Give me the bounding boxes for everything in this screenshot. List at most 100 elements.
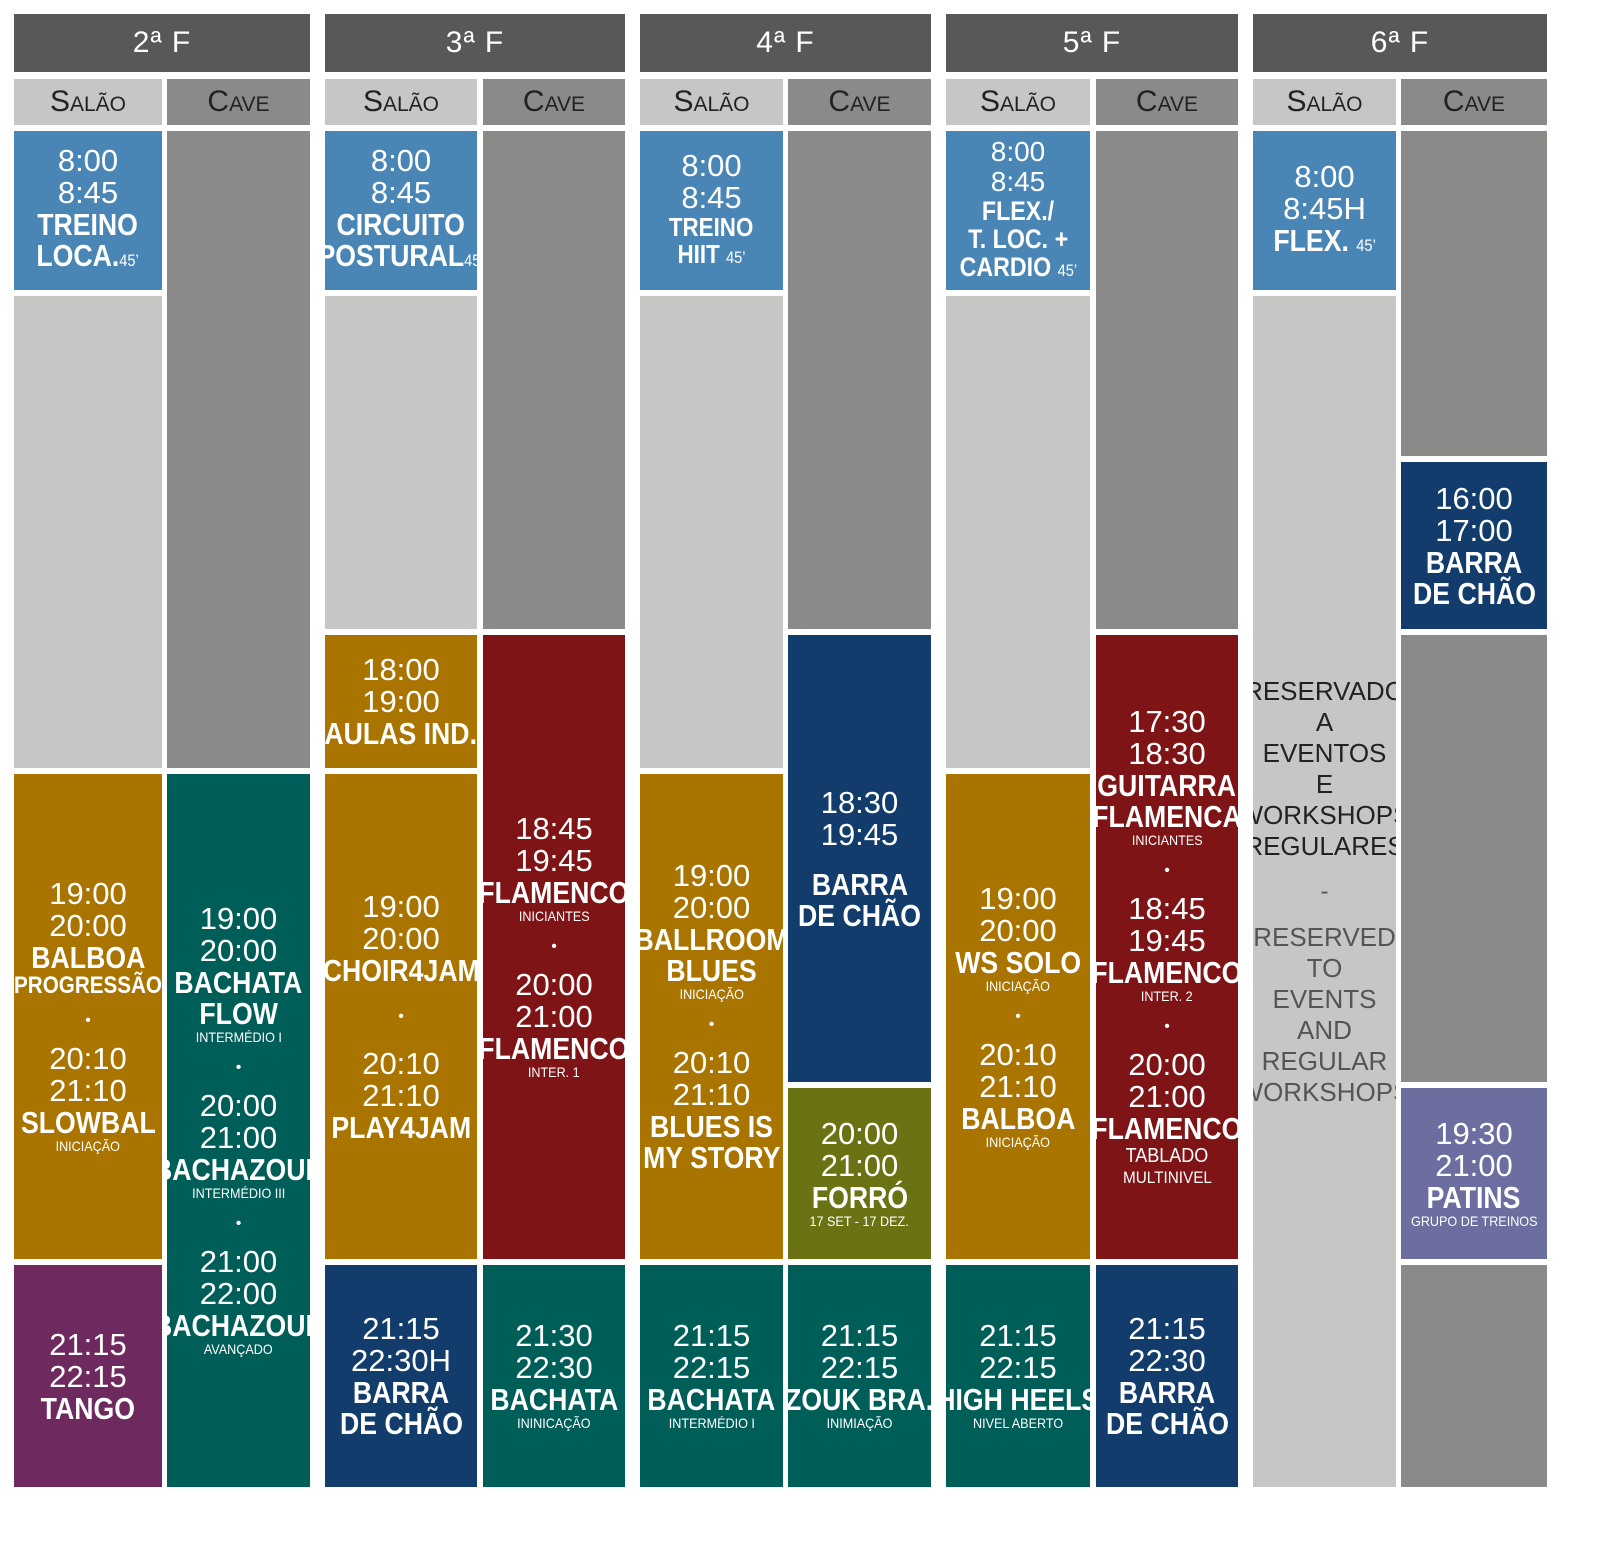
class-name: AULAS IND. [325, 716, 477, 751]
end-time: 21:10 [49, 1073, 127, 1108]
end-time: 8:45H [1283, 190, 1366, 226]
class-name: FLAMENCO [483, 875, 625, 910]
reserved-text-en: WORKSHOPS [1253, 1076, 1396, 1107]
separator-dot: • [708, 1016, 715, 1033]
class-level: INTER. 1 [528, 1064, 580, 1080]
class-block[interactable]: 19:00 20:00 WS SOLO INICIAÇÃO • 20:10 21… [946, 774, 1090, 1259]
class-name: TANGO [40, 1390, 136, 1426]
end-time: 20:00 [672, 890, 751, 925]
reserved-block: RESERVADO A EVENTOS E WORKSHOPS REGULARE… [1253, 296, 1396, 1487]
class-block[interactable]: 19:00 20:00 BALBOA PROGRESSÃO • 20:10 21… [14, 774, 162, 1259]
start-time: 18:45 [515, 811, 593, 846]
end-time: 21:10 [979, 1068, 1057, 1104]
class-name: DE CHÃO [1412, 575, 1536, 611]
class-name: BALLROOM [640, 922, 783, 957]
end-time: 8:45 [370, 175, 432, 210]
separator-dot: • [398, 1007, 404, 1025]
end-time: 22:15 [820, 1350, 899, 1385]
class-name: FLAMENCO [1096, 1111, 1238, 1146]
reserved-text-en: TO [1306, 952, 1343, 983]
class-name: T. LOC. + [967, 223, 1069, 254]
room-header-salao: Salão [1253, 79, 1396, 125]
class-block[interactable]: 21:15 22:15 ZOUK BRA. INIMIAÇÃO [788, 1265, 931, 1487]
class-name: FLEX./ [981, 195, 1055, 226]
class-name: FLEX. 45’ [1273, 225, 1375, 261]
class-name: PROGRESSÃO [14, 972, 162, 999]
class-block[interactable]: 19:00 20:00 CHOIR4JAM • 20:10 21:10 PLAY… [325, 774, 477, 1259]
class-block[interactable]: 21:15 22:30H BARRA DE CHÃO [325, 1265, 477, 1487]
class-name: BACHATA [647, 1382, 776, 1417]
class-level: INICIAÇÃO [679, 986, 744, 1002]
empty-slot [1401, 131, 1547, 456]
start-time: 8:00 [57, 143, 119, 178]
class-dates: 17 SET - 17 DEZ. [809, 1212, 910, 1229]
class-block[interactable]: 21:15 22:30 BARRA DE CHÃO [1096, 1265, 1238, 1487]
class-level: INICIANTES [518, 908, 590, 924]
duration: 45’ [119, 251, 140, 270]
separator-dot: • [85, 1012, 91, 1029]
class-block[interactable]: 21:30 22:30 BACHATA ININICAÇÃO [483, 1265, 625, 1487]
start-time: 21:15 [362, 1311, 440, 1346]
empty-slot [788, 131, 931, 629]
start-time: 21:15 [979, 1318, 1057, 1353]
start-time: 20:10 [362, 1045, 440, 1081]
end-time: 22:15 [672, 1350, 751, 1385]
class-block[interactable]: 8:00 8:45 TREINO HIIT 45’ [640, 131, 783, 290]
class-block[interactable]: 19:00 20:00 BACHATA FLOW INTERMÉDIO I • … [167, 774, 310, 1487]
end-time: 21:00 [1435, 1147, 1513, 1183]
class-level: TABLADO [1125, 1145, 1209, 1167]
class-block[interactable]: 17:30 18:30 GUITARRA FLAMENCA INICIANTES… [1096, 635, 1238, 1259]
class-name-text: CARDIO [959, 251, 1051, 282]
class-name: BLUES [666, 953, 757, 988]
class-level: INTERMÉDIO I [195, 1029, 282, 1045]
class-block[interactable]: 8:00 8:45 FLEX./ T. LOC. + CARDIO 45’ [946, 131, 1090, 290]
reserved-text-en: RESERVED [1253, 921, 1396, 952]
class-block[interactable]: 18:30 19:45 BARRA DE CHÃO [788, 635, 931, 1082]
class-name-text: POSTURAL [325, 238, 465, 273]
end-time: 22:15 [979, 1350, 1057, 1385]
separator-dot: • [1015, 1007, 1021, 1025]
class-block[interactable]: 21:15 22:15 BACHATA INTERMÉDIO I [640, 1265, 783, 1487]
class-block[interactable]: 20:00 21:00 FORRÓ 17 SET - 17 DEZ. [788, 1088, 931, 1259]
class-name: BACHATA [490, 1382, 618, 1417]
end-time: 8:45 [990, 165, 1046, 197]
class-name-text: FLEX. [1273, 222, 1349, 258]
class-block[interactable]: 18:00 19:00 AULAS IND. [325, 635, 477, 768]
start-time: 20:00 [515, 967, 593, 1002]
class-name: FORRÓ [811, 1179, 908, 1215]
start-time: 19:00 [979, 880, 1057, 916]
class-block[interactable]: 8:00 8:45 TREINO LOCA.45’ [14, 131, 162, 290]
class-name: CARDIO 45’ [959, 253, 1077, 285]
class-name: DE CHÃO [798, 897, 921, 933]
reserved-text: A EVENTOS E [1262, 706, 1387, 799]
class-name-text: HIIT [677, 239, 720, 269]
room-header-cave: Cave [167, 79, 310, 125]
class-name-text: LOCA. [36, 238, 120, 273]
class-name: TREINO [669, 212, 754, 242]
start-time: 16:00 [1435, 480, 1513, 516]
class-block[interactable]: 19:00 20:00 BALLROOM BLUES INICIAÇÃO • 2… [640, 774, 783, 1259]
class-level: INICIAÇÃO [985, 977, 1051, 994]
end-time: 19:45 [1128, 923, 1206, 958]
class-block[interactable]: 16:00 17:00 BARRA DE CHÃO [1401, 462, 1547, 629]
end-time: 21:00 [199, 1120, 278, 1155]
reserved-text: REGULARES [1253, 830, 1396, 861]
class-block[interactable]: 21:15 22:15 HIGH HEELS NIVEL ABERTO [946, 1265, 1090, 1487]
day-header-tue: 3ª F [325, 14, 625, 72]
empty-slot [640, 296, 783, 768]
class-name: BARRA [1118, 1375, 1216, 1410]
start-time: 19:00 [49, 876, 127, 911]
end-time: 22:30 [1128, 1343, 1206, 1378]
empty-slot [167, 131, 310, 768]
end-time: 21:00 [515, 999, 593, 1034]
class-name: FLAMENCA [1096, 799, 1238, 834]
start-time: 19:00 [199, 901, 278, 936]
end-time: 22:00 [199, 1276, 278, 1311]
class-block[interactable]: 8:00 8:45 CIRCUITO POSTURAL45’ [325, 131, 477, 290]
class-block[interactable]: 18:45 19:45 FLAMENCO INICIANTES • 20:00 … [483, 635, 625, 1259]
class-block[interactable]: 8:00 8:45H FLEX. 45’ [1253, 131, 1396, 290]
separator-dot: • [1164, 1018, 1170, 1035]
class-block[interactable]: 21:15 22:15 TANGO [14, 1265, 162, 1487]
class-block[interactable]: 19:30 21:00 PATINS GRUPO DE TREINOS [1401, 1088, 1547, 1259]
class-name: HIGH HEELS [946, 1382, 1090, 1417]
